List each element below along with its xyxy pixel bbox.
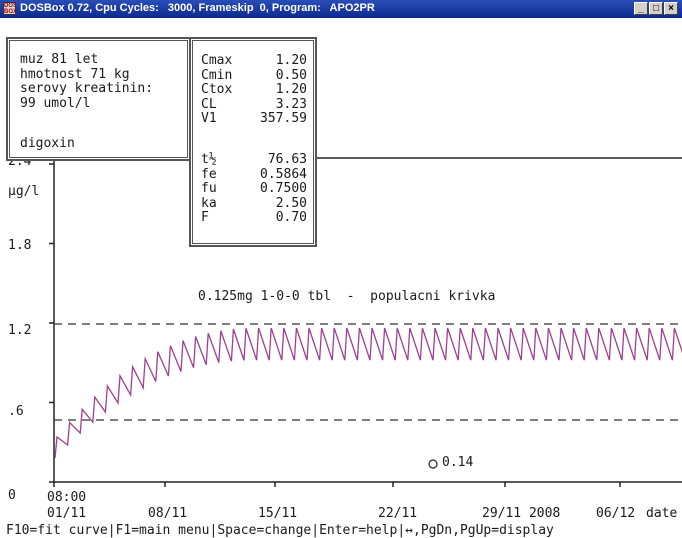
param-value: 0.50: [275, 67, 307, 83]
param-key: t½: [201, 152, 217, 167]
marker-value-label: 0.14: [442, 455, 474, 470]
param-key: F: [201, 210, 209, 225]
x-tick-label: 22/11: [378, 506, 418, 521]
param-value: 76.63: [267, 152, 307, 167]
param-value: 357.59: [260, 111, 307, 126]
x-tick-label: 08/11: [148, 506, 188, 521]
param-key: CL: [201, 96, 217, 112]
marker-circle: [428, 459, 438, 469]
x-tick-label: 15/11: [258, 506, 298, 521]
param-key: Cmax: [201, 53, 233, 68]
param-key: fe: [201, 166, 217, 182]
param-key: Cmin: [201, 67, 233, 83]
patient-info-box: muz 81 let hmotnost 71 kg serovy kreatin…: [6, 37, 191, 161]
maximize-icon[interactable]: □: [649, 2, 663, 15]
param-key: ka: [201, 195, 217, 211]
param-value: 1.20: [275, 82, 307, 97]
drug-name: digoxin: [20, 136, 75, 151]
y-tick-label: 1.8: [8, 238, 32, 253]
patient-line: muz 81 let: [20, 52, 99, 67]
param-value: 1.20: [275, 53, 307, 68]
status-bar-hints: F10=fit curve|F1=main menu|Space=change|…: [6, 523, 554, 538]
close-icon[interactable]: ×: [664, 2, 678, 15]
param-key: Ctox: [201, 82, 233, 97]
x-axis-label: date: [646, 506, 678, 521]
chart-title: 0.125mg 1-0-0 tbl - populacni krivka: [198, 289, 496, 304]
patient-line: 99 umol/l: [20, 95, 91, 111]
param-value: 0.7500: [260, 181, 307, 196]
dos-screen: 0 .6 1.2 1.8 2.4 µg/l 08:00 01/11 08/11 …: [0, 18, 682, 538]
minimize-icon[interactable]: _: [634, 2, 648, 15]
parameters-box: Cmax 1.20 Cmin 0.50 Ctox 1.20 CL 3.23 V1 357.59 t…: [189, 37, 317, 247]
patient-line: hmotnost 71 kg: [20, 66, 130, 82]
param-value: 2.50: [275, 195, 307, 211]
concentration-curve: [54, 327, 682, 459]
concentration-chart: [49, 157, 682, 487]
window-title: DOSBox 0.72, Cpu Cycles: 3000, Frameskip…: [20, 2, 375, 14]
patient-line: serovy kreatinin:: [20, 81, 154, 96]
param-key: V1: [201, 111, 217, 126]
y-tick-label: .6: [8, 404, 24, 419]
y-tick-label: 0: [8, 488, 16, 503]
y-axis-unit: µg/l: [8, 184, 40, 199]
window-title-bar[interactable]: DOS BOX DOSBox 0.72, Cpu Cycles: 3000, F…: [0, 0, 682, 18]
y-tick-label: 1.2: [8, 323, 32, 338]
x-tick-label: 29/11 2008: [482, 506, 561, 521]
x-tick-label: 01/11: [47, 506, 87, 521]
start-time-label: 08:00: [47, 490, 87, 505]
param-value: 3.23: [275, 96, 307, 112]
param-value: 0.5864: [260, 166, 307, 182]
param-key: fu: [201, 181, 217, 196]
dosbox-app-icon[interactable]: DOS BOX: [3, 2, 16, 15]
x-tick-label: 06/12: [596, 506, 636, 521]
param-value: 0.70: [275, 210, 307, 225]
